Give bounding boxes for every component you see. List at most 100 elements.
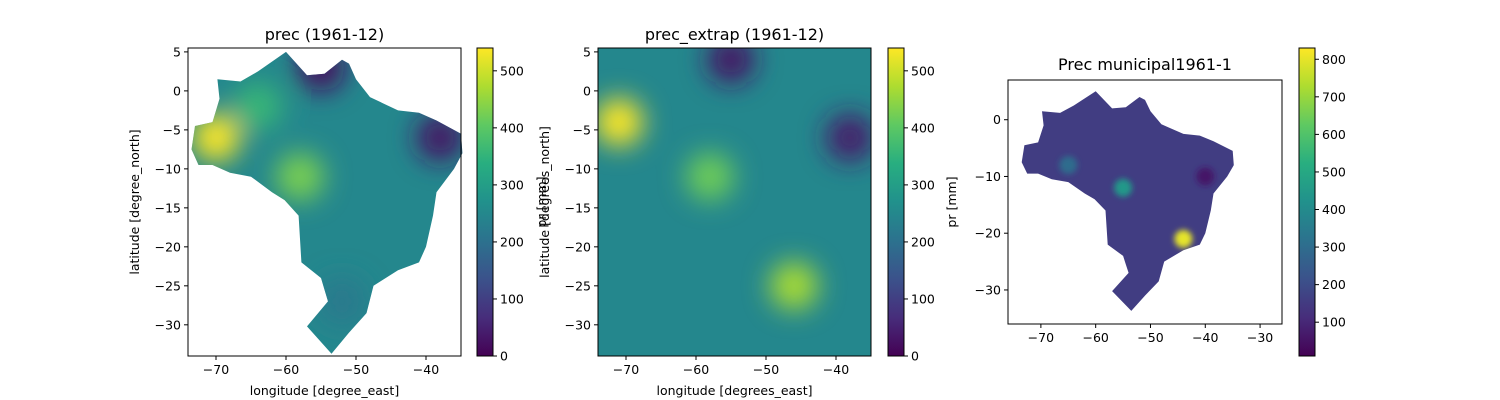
y-tick-label: 0 (173, 83, 181, 98)
hotspot (1059, 156, 1078, 175)
y-tick-label: −5 (163, 122, 181, 137)
axis-ticks: −70 −60 −50 −40 −30 0 −10 −20 −30 (975, 112, 1274, 345)
colorbar-tick-label: 200 (1322, 277, 1346, 292)
axis-ticks: −70 −60 −50 −40 5 0 −5 −10 −15 −20 −25 −30 (565, 44, 850, 377)
plot-frame (597, 47, 872, 357)
colorbar-tick-label: 300 (500, 177, 524, 192)
colorbar-tick-label: 700 (1322, 89, 1346, 104)
hotspot (276, 152, 324, 201)
colorbar (887, 47, 905, 357)
y-tick-label: −30 (565, 317, 591, 332)
hotspot (1174, 229, 1193, 248)
y-tick-label: −20 (975, 226, 1001, 241)
colorbar (1298, 47, 1316, 357)
panel-prec-municipal: Prec municipal1961-1 −70 −60 −50 −40 −30 0 −10… (975, 47, 1346, 357)
map-fill-prec-municipal (1021, 91, 1234, 311)
y-tick-label: −20 (155, 239, 181, 254)
panel-title: prec_extrap (1961-12) (645, 25, 824, 45)
y-tick-label: −15 (155, 200, 181, 215)
map-fill-prec (191, 51, 463, 354)
y-tick-label: 5 (583, 44, 591, 59)
map-background (1021, 91, 1234, 311)
map-background (598, 48, 871, 356)
axis-ticks: −70 −60 −50 −40 5 0 −5 −10 −15 −20 −25 −30 (155, 44, 440, 377)
hotspot (826, 113, 871, 162)
x-tick-label: −50 (1137, 330, 1163, 345)
y-tick-label: 0 (993, 112, 1001, 127)
colorbar-tick-label: 100 (1322, 315, 1346, 330)
colorbar-tick-label: 400 (500, 120, 524, 135)
x-tick-label: −70 (203, 362, 229, 377)
x-tick-label: −40 (413, 362, 439, 377)
y-tick-label: −15 (565, 200, 591, 215)
hotspot (192, 113, 240, 162)
colorbar-tick-label: 500 (500, 63, 524, 78)
x-tick-label: −40 (823, 362, 849, 377)
y-tick-label: 5 (173, 44, 181, 59)
plot-frame (187, 47, 462, 357)
colorbar-tick-label: 400 (1322, 202, 1346, 217)
y-tick-label: −10 (155, 161, 181, 176)
panel-title: prec (1961-12) (265, 25, 384, 44)
hotspot (1114, 178, 1133, 197)
x-tick-label: −70 (613, 362, 639, 377)
panel-prec: prec (1961-12) longitude [degree_east] l… (127, 25, 549, 398)
y-tick-label: −20 (565, 239, 591, 254)
map-blobs (1059, 156, 1215, 248)
hotspot (707, 48, 755, 84)
y-tick-label: 0 (583, 83, 591, 98)
colorbar-tick-label: 600 (1322, 127, 1346, 142)
hotspot (1196, 167, 1215, 186)
colorbar-tick-label: 100 (911, 291, 935, 306)
colorbar-tick-label: 0 (500, 349, 508, 364)
x-tick-label: −70 (1028, 330, 1054, 345)
colorbar-tick-label: 100 (500, 291, 524, 306)
x-tick-label: −60 (683, 362, 709, 377)
y-axis-label: latitude [degrees_north] (537, 126, 552, 278)
plot-frame (1007, 79, 1283, 325)
x-tick-label: −40 (1192, 330, 1218, 345)
hotspot (416, 113, 463, 162)
y-tick-label: −10 (565, 161, 591, 176)
hotspot (686, 152, 734, 201)
x-tick-label: −50 (753, 362, 779, 377)
colorbar-tick-label: 500 (1322, 164, 1346, 179)
colorbar-tick-label: 200 (500, 234, 524, 249)
colorbar-label: pr [mm] (944, 176, 959, 227)
colorbar-tick-label: 400 (911, 120, 935, 135)
colorbar-ticks: 100 200 300 400 500 600 700 800 (1315, 52, 1346, 330)
hotspot (234, 82, 282, 131)
x-axis-label: longitude [degrees_east] (657, 383, 813, 398)
y-tick-label: −5 (573, 122, 591, 137)
hotspot (318, 277, 366, 326)
map-blobs (598, 48, 871, 310)
colorbar-label: pr [mm] (534, 176, 549, 227)
x-tick-label: −60 (1082, 330, 1108, 345)
colorbar (476, 47, 494, 357)
y-tick-label: −30 (975, 282, 1001, 297)
hotspot (770, 261, 818, 310)
colorbar-ticks: 0 100 200 300 400 500 (493, 63, 524, 364)
x-tick-label: −50 (343, 362, 369, 377)
y-tick-label: −25 (565, 278, 591, 293)
hotspot (598, 98, 643, 147)
panel-prec-extrap: prec_extrap (1961-12) longitude [degrees… (537, 25, 959, 398)
y-tick-label: −10 (975, 169, 1001, 184)
y-axis-label: latitude [degree_north] (127, 129, 142, 274)
panel-title: Prec municipal1961-1 (1058, 55, 1232, 74)
colorbar-tick-label: 500 (911, 63, 935, 78)
colorbar-tick-label: 800 (1322, 52, 1346, 67)
map-fill-prec-extrap (598, 48, 871, 356)
colorbar-tick-label: 300 (1322, 240, 1346, 255)
hotspot (297, 51, 345, 92)
y-tick-label: −30 (155, 317, 181, 332)
x-tick-label: −60 (273, 362, 299, 377)
colorbar-tick-label: 300 (911, 177, 935, 192)
colorbar-tick-label: 0 (911, 349, 919, 364)
x-axis-label: longitude [degree_east] (250, 383, 399, 398)
colorbar-ticks: 0 100 200 300 400 500 (904, 63, 935, 364)
y-tick-label: −25 (155, 278, 181, 293)
x-tick-label: −30 (1247, 330, 1273, 345)
colorbar-tick-label: 200 (911, 234, 935, 249)
